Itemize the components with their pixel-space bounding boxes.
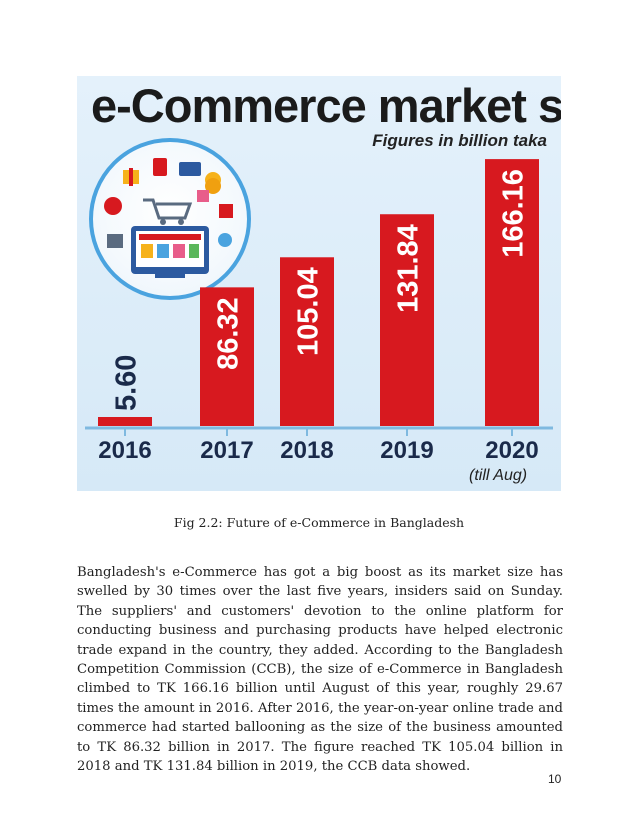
bar-value-label: 166.16 (497, 169, 529, 258)
bar-chart: 2016 5.60 2017 86.32 2018 105.04 2019 131.84 202… (85, 159, 553, 464)
figure-units-note: Figures in billion taka (372, 131, 547, 150)
market-size-figure: e-Commerce market size Figures in billio… (77, 76, 561, 491)
x-tick-label: 2019 (380, 437, 433, 464)
bar-2019 (380, 214, 434, 426)
bar-2018 (280, 257, 334, 426)
figure-caption: Fig 2.2: Future of e-Commerce in Banglad… (173, 515, 465, 530)
bar-value-label: 105.04 (292, 267, 324, 356)
partial-year-note: (till Aug) (469, 467, 528, 484)
page-number: 10 (548, 772, 562, 786)
bar-2016 (98, 417, 152, 426)
body-paragraph: Bangladesh's e-Commerce has got a big bo… (77, 565, 563, 775)
bar-value-label: 86.32 (212, 297, 244, 370)
bar-2020 (485, 159, 539, 426)
bar-2017 (200, 287, 254, 426)
x-tick-label: 2018 (280, 437, 333, 464)
x-tick-label: 2017 (200, 437, 253, 464)
shopping-illustration-icon (104, 158, 233, 278)
bar-value-label: 5.60 (110, 355, 142, 411)
bar-value-label: 131.84 (392, 224, 424, 313)
figure-title: e-Commerce market size (91, 79, 561, 132)
x-tick-label: 2020 (485, 437, 538, 464)
online-shopping-illustration (89, 138, 251, 300)
x-tick-label: 2016 (98, 437, 151, 464)
